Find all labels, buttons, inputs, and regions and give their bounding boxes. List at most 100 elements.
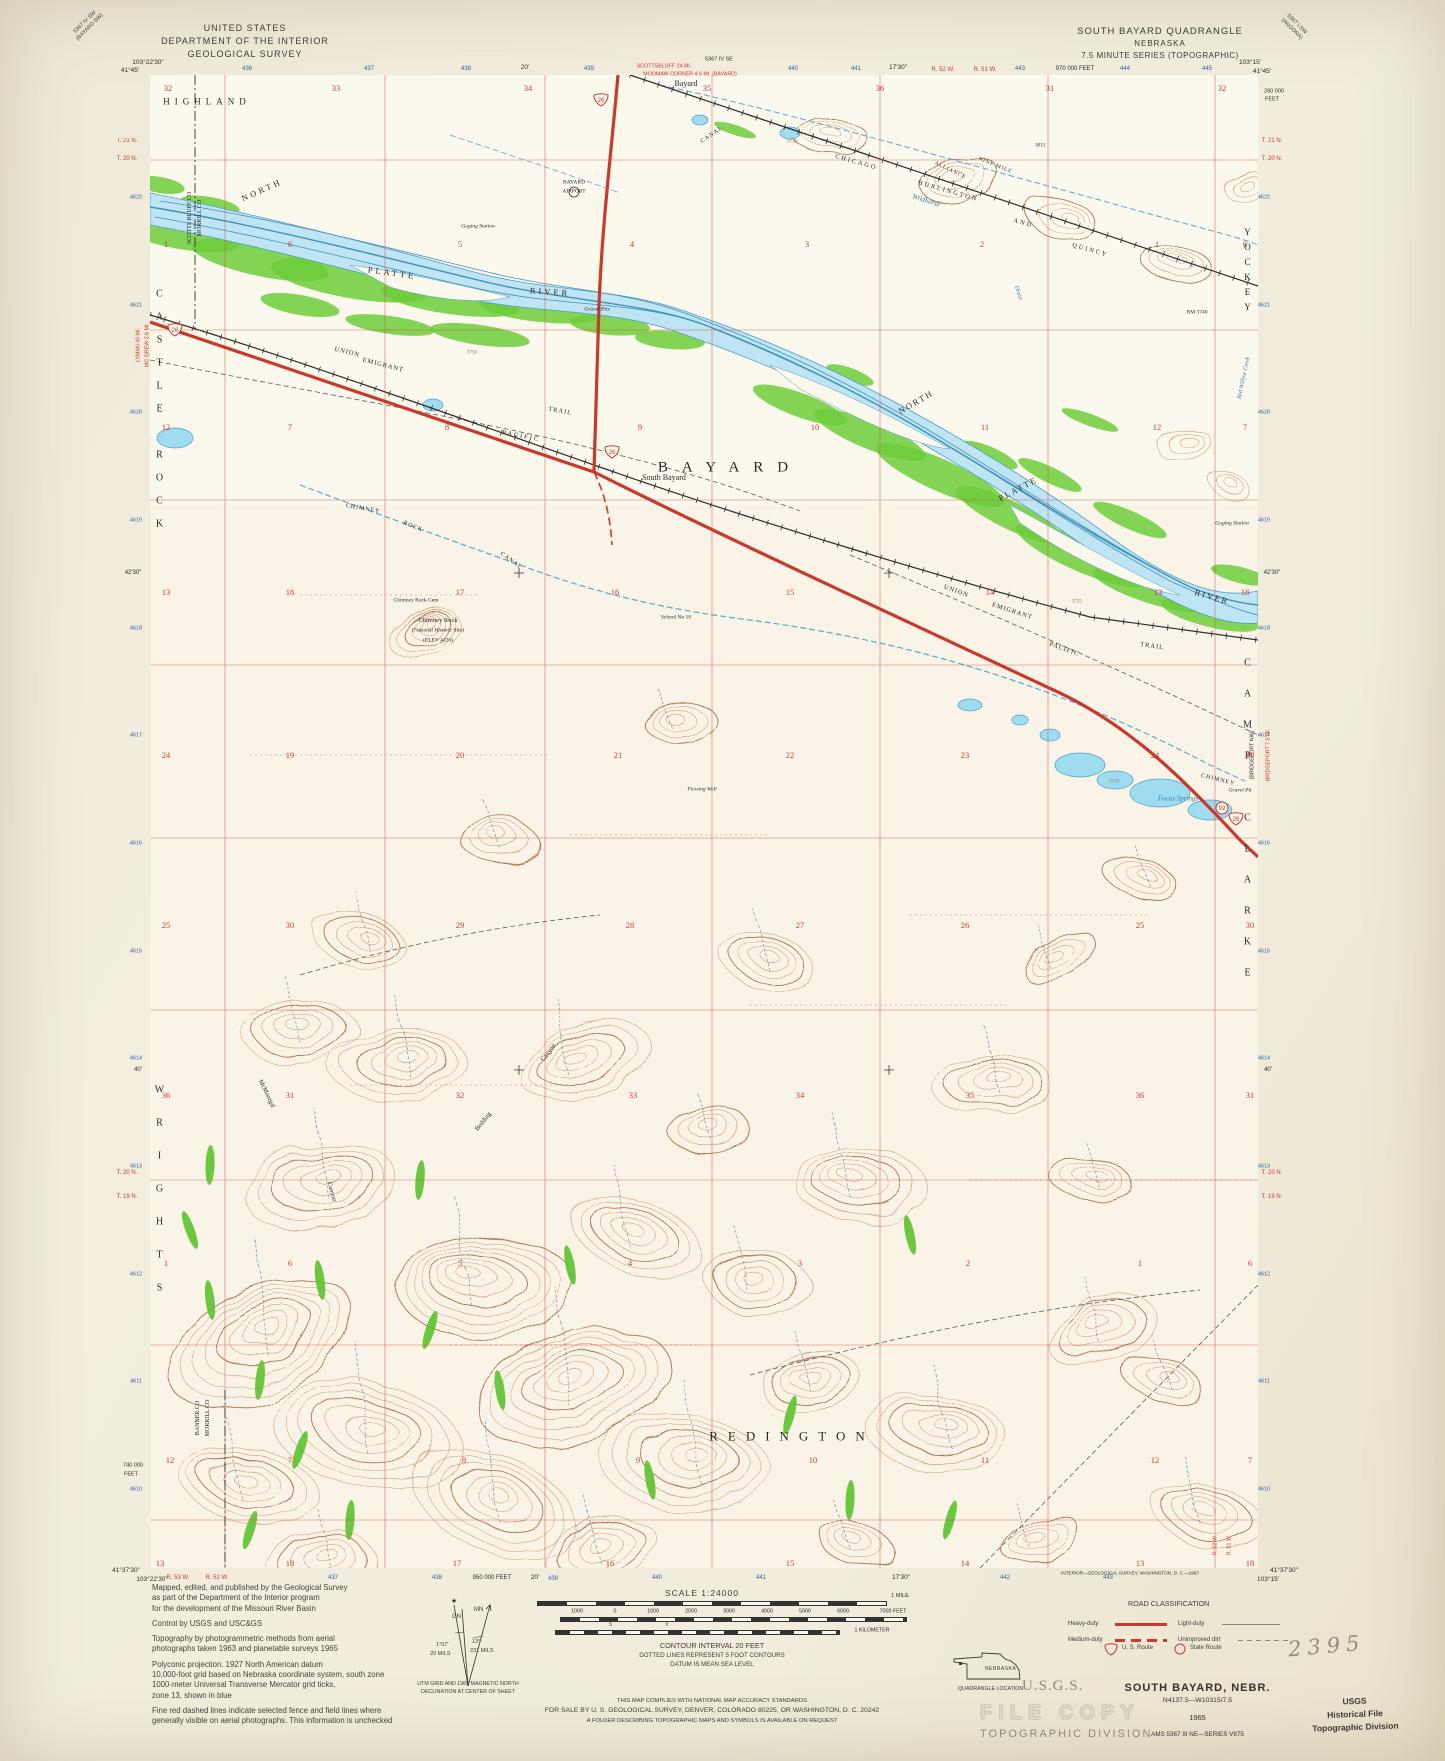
section-number: 2 (965, 1257, 971, 1268)
map-label: MORRILL CO (197, 199, 203, 237)
map-label: AIRPORT (562, 188, 586, 195)
north-platte-river (150, 192, 1258, 624)
section-number: 31 (1245, 1089, 1255, 1100)
margin-label: 4613 (129, 1163, 143, 1170)
margin-label: 7000 FEET (879, 1608, 907, 1615)
us-route-label: U. S. Route (1122, 1645, 1154, 1651)
usgs-stamp: U.S.G.S. (1022, 1678, 1084, 1694)
section-number: 33 (331, 82, 341, 93)
margin-label: 4610 (129, 1486, 143, 1493)
margin-label: 4618 (1257, 625, 1271, 632)
section-number: 32 (163, 82, 173, 93)
section-number: 24 (161, 749, 171, 760)
quad-location-caption: QUADRANGLE LOCATION (958, 1686, 1024, 1692)
quad-title-block: SOUTH BAYARD QUADRANGLE NEBRASKA 7.5 MIN… (1040, 26, 1280, 61)
margin-label: 3000 (723, 1608, 735, 1615)
margin-label: 1000 (571, 1608, 583, 1615)
margin-label: 5000 (799, 1608, 811, 1615)
section-number: 32 (455, 1089, 465, 1100)
sheet-ams: AMS 5367 III NE—SERIES V875 (1151, 1731, 1244, 1738)
margin-label: 438 (431, 1575, 443, 1581)
margin-label: 103°15' (1257, 1575, 1279, 1583)
margin-label: T. 19 N. (1261, 1194, 1283, 1200)
margin-label: T. 20 N. (1261, 1170, 1283, 1176)
section-number: 6 (1247, 1257, 1253, 1268)
section-number: 7 (1247, 1454, 1253, 1465)
margin-label: 441 (850, 66, 862, 72)
margin-label: 4622 (1257, 194, 1271, 201)
quad-location-dot (959, 1662, 962, 1665)
canals (299, 84, 1258, 782)
intermittent-streams (224, 684, 1201, 1568)
section-number: 9 (635, 1454, 641, 1465)
map-label: Chimney Rock (418, 616, 458, 624)
map-label: REDINGTON (709, 1428, 875, 1444)
margin-label: MOOMAW CORNER 4.6 MI. (BAYARD) (643, 71, 737, 78)
section-number: 16 (605, 1557, 615, 1568)
margin-label: 0 (665, 1622, 669, 1628)
section-number: 7 (1242, 421, 1248, 432)
graticule-ticks (514, 568, 894, 1075)
heavy-duty-sample (1115, 1623, 1167, 1626)
section-number: 12 (165, 1454, 175, 1465)
margin-label: 103°22'30" (132, 58, 164, 66)
margin-label: 950 000 FEET (472, 1575, 512, 1581)
section-number: 19 (285, 749, 295, 760)
section-number: 31 (285, 1089, 295, 1100)
margin-label: 4615 (1257, 948, 1271, 955)
section-number: 36 (161, 1089, 171, 1100)
section-number: 24 (1150, 749, 1160, 760)
margin-label: R. 52 W. (1212, 1534, 1219, 1556)
section-number: 5 (457, 1257, 463, 1268)
compliance-note: THIS MAP COMPLIES WITH NATIONAL MAP ACCU… (544, 1698, 880, 1725)
margin-label: 17'30" (888, 63, 908, 71)
road-class-label: Medium-duty (1068, 1637, 1103, 1643)
margin-label: INTERIOR—GEOLOGICAL SURVEY, WASHINGTON, … (1061, 1570, 1199, 1576)
margin-label: 4614 (129, 1055, 143, 1062)
margin-label: 41°37'30" (112, 1566, 140, 1574)
section-number: 8 (444, 421, 450, 432)
sheet-title-block: SOUTH BAYARD, NEBR. N4137.5—W10315/7.5 1… (1100, 1682, 1295, 1738)
section-number: 12 (1150, 1454, 1160, 1465)
county-boundaries (194, 75, 226, 1568)
topo-division-stamp: TOPOGRAPHIC DIVISION (980, 1728, 1153, 1740)
gn-label: GN (452, 1614, 461, 1620)
margin-label: 40' (1264, 1067, 1272, 1073)
svg-text:92: 92 (1219, 806, 1226, 812)
section-number: 18 (1245, 1557, 1255, 1568)
section-number: 14 (985, 586, 995, 597)
margin-label: R. 51 W. (973, 67, 997, 73)
margin-label: 103°22'30" (136, 1575, 168, 1583)
section-number: 18 (285, 1557, 295, 1568)
margin-label: 4622 (129, 194, 143, 201)
section-number: 13 (161, 586, 171, 597)
margin-label: 40' (134, 1067, 142, 1073)
section-number: 9 (637, 421, 643, 432)
margin-label: 4613 (1257, 1163, 1271, 1170)
map-label: South Bayard (642, 473, 686, 482)
section-number: 16 (610, 586, 620, 597)
section-number: 11 (980, 1454, 990, 1465)
section-grid (150, 75, 1258, 1568)
map-label: (ELEV 4226) (423, 637, 453, 644)
adjoining-quad-tr: 5367 I SW (ANGORA) (1279, 13, 1308, 42)
margin-label: FEET (1264, 96, 1280, 103)
file-copy-stamp: FILE COPY (980, 1702, 1140, 1724)
margin-label: 970 000 FEET (1055, 66, 1095, 72)
margin-label: SCOTTSBLUFF 24 MI. (636, 63, 692, 70)
agency-block: UNITED STATES DEPARTMENT OF THE INTERIOR… (135, 22, 355, 61)
margin-label: 5367 IV SE (705, 56, 733, 63)
section-number: 30 (285, 919, 295, 930)
margin-label: 41°37'30" (1270, 1566, 1298, 1574)
margin-label: 740 000 (123, 1462, 143, 1469)
map-label: Bayard (674, 79, 698, 88)
margin-label: 4616 (1257, 840, 1271, 847)
section-number: 6 (1242, 238, 1248, 249)
map-label: (National Historic Site) (412, 627, 464, 634)
map-label: Focus Springs (1157, 794, 1199, 803)
road-class-label: Unimproved dirt (1178, 1637, 1221, 1643)
margin-label: 4611 (1258, 1378, 1270, 1385)
margin-label: R. 53 W. (166, 1575, 190, 1581)
margin-label: T. 20 N. (1261, 156, 1283, 162)
